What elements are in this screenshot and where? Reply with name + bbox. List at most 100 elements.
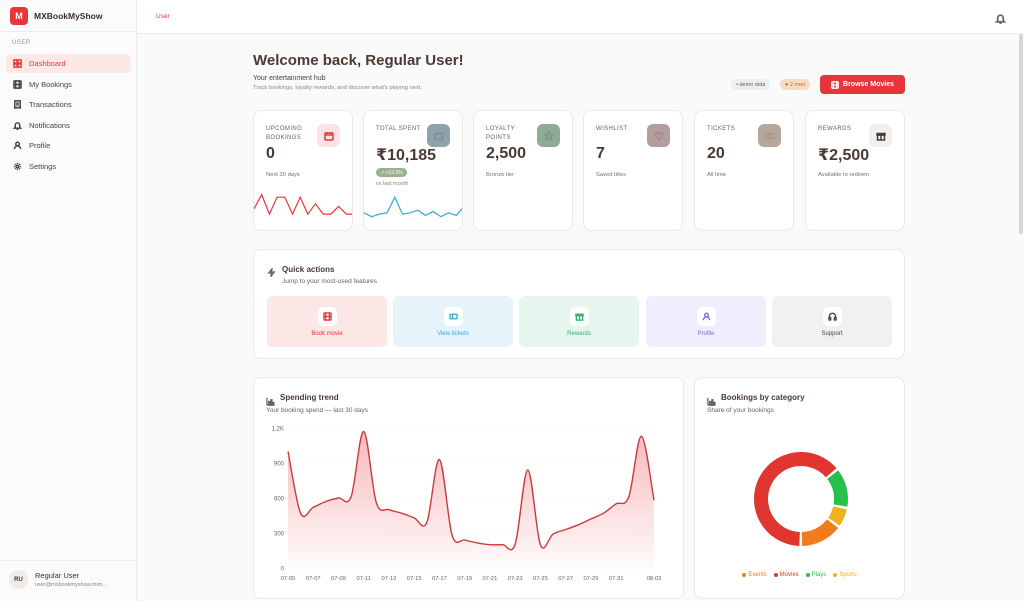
x-tick-label: 07-07 xyxy=(306,576,321,582)
sidebar-item-dashboard[interactable]: Dashboard xyxy=(6,54,131,73)
sparkline-line xyxy=(364,197,463,217)
sidebar-item-my-bookings[interactable]: My Bookings xyxy=(6,75,131,94)
stat-value: 20 xyxy=(707,145,725,162)
notifications-button[interactable] xyxy=(994,11,1007,24)
spending-trend-title: Spending trend xyxy=(280,393,339,402)
stat-label: TOTAL SPENT xyxy=(376,126,421,132)
user-icon xyxy=(13,141,22,150)
headphones-icon xyxy=(822,307,842,326)
scrollbar-thumb[interactable] xyxy=(1019,34,1023,234)
legend-item-events[interactable]: Events xyxy=(742,572,767,578)
wallet-icon xyxy=(427,124,450,147)
legend-label: Movies xyxy=(779,572,799,578)
sparkline xyxy=(364,190,463,220)
legend-dot xyxy=(742,573,747,577)
legend-dot xyxy=(805,573,810,577)
stat-card-rewards[interactable]: REWARDS ₹2,500 Available to redeem xyxy=(805,110,905,231)
stat-value: 2,500 xyxy=(486,145,527,162)
quick-actions-subtitle: Jump to your most-used features xyxy=(282,278,378,285)
bookings-category-title: Bookings by category xyxy=(721,393,805,402)
quick-action-rewards[interactable]: Rewards xyxy=(519,296,639,347)
x-tick-label: 07-09 xyxy=(331,576,346,582)
trend-line xyxy=(287,430,655,551)
gift-icon xyxy=(869,124,892,147)
brand[interactable]: M MXBookMyShow xyxy=(10,7,102,25)
quick-action-profile[interactable]: Profile xyxy=(646,296,766,347)
donut-slice-plays xyxy=(827,470,848,507)
stat-card-total-spent[interactable]: TOTAL SPENT ₹10,185 ↗ +12.5% vs last mon… xyxy=(363,110,463,231)
brand-name: MXBookMyShow xyxy=(34,11,103,21)
x-tick-label: 08-03 xyxy=(647,576,662,582)
sidebar-item-notifications[interactable]: Notifications xyxy=(6,116,131,135)
bar-chart-icon xyxy=(266,393,275,406)
dashboard-icon xyxy=(13,59,22,68)
legend-item-movies[interactable]: Movies xyxy=(773,572,799,578)
y-tick-label: 0 xyxy=(281,567,285,573)
quick-actions-card: Quick actions Jump to your most-used fea… xyxy=(253,249,905,359)
x-tick-label: 07-13 xyxy=(382,576,397,582)
sidebar-nav: Dashboard My Bookings Transactions Notif… xyxy=(6,54,131,177)
x-tick-label: 07-25 xyxy=(533,576,548,582)
stat-value: 0 xyxy=(266,145,275,162)
quick-action-support[interactable]: Support xyxy=(772,296,892,347)
scrollbar[interactable] xyxy=(1018,34,1024,601)
sidebar-item-profile[interactable]: Profile xyxy=(6,136,131,155)
ticket-icon xyxy=(443,307,463,326)
browse-movies-button[interactable]: Browse Movies xyxy=(820,75,905,94)
stat-sub: vs last month xyxy=(376,181,409,187)
sidebar-item-transactions[interactable]: Transactions xyxy=(6,95,131,114)
sidebar: M MXBookMyShow USER Dashboard My Booking… xyxy=(0,0,137,601)
legend-item-plays[interactable]: Plays xyxy=(805,572,827,578)
sidebar-divider xyxy=(0,31,137,32)
x-tick-label: 07-17 xyxy=(432,576,447,582)
x-tick-label: 07-23 xyxy=(508,576,523,582)
stat-card-loyalty-points[interactable]: LOYALTY POINTS 2,500 Bronze tier xyxy=(473,110,573,231)
gear-icon xyxy=(13,162,22,170)
x-tick-label: 07-19 xyxy=(457,576,472,582)
stat-card-tickets[interactable]: TICKETS 20 All time xyxy=(694,110,794,231)
breadcrumb[interactable]: User xyxy=(156,13,170,20)
sidebar-item-label: My Bookings xyxy=(29,79,72,89)
quick-action-label: Book movie xyxy=(311,331,343,337)
stat-sub: Next 30 days xyxy=(266,172,300,178)
calendar-icon xyxy=(317,124,340,147)
quick-action-label: Rewards xyxy=(567,331,591,337)
donut-legend: Events Movies Plays Sports xyxy=(695,572,904,578)
sidebar-item-settings[interactable]: Settings xyxy=(6,157,131,176)
legend-label: Plays xyxy=(811,572,827,578)
demo-data-badge: • demo data xyxy=(731,79,771,90)
y-tick-label: 600 xyxy=(274,497,285,503)
x-tick-label: 07-27 xyxy=(558,576,573,582)
x-tick-label: 07-29 xyxy=(583,576,598,582)
sidebar-user[interactable]: RU Regular User user@mxbookmyshow.mim... xyxy=(9,570,130,589)
y-tick-label: 1.2K xyxy=(272,427,284,433)
bell-icon xyxy=(994,14,1007,24)
bookings-category-card: Bookings by category Share of your booki… xyxy=(694,377,905,599)
donut-slice-sports xyxy=(828,506,847,526)
time-badge: ● 2 mon xyxy=(780,79,811,90)
stat-card-upcoming-bookings[interactable]: UPCOMING BOOKINGS 0 Next 30 days xyxy=(253,110,353,231)
spending-trend-subtitle: Your booking spend — last 30 days xyxy=(266,407,369,414)
bell-icon xyxy=(13,121,22,130)
heart-icon xyxy=(647,124,670,147)
sparkline xyxy=(254,190,353,220)
stat-card-wishlist[interactable]: WISHLIST 7 Saved titles xyxy=(583,110,683,231)
bookings-category-subtitle: Share of your bookings xyxy=(707,407,774,414)
quick-action-book-movie[interactable]: Book movie xyxy=(267,296,387,347)
trend-badge: ↗ +12.5% xyxy=(376,168,407,177)
spending-trend-card: Spending trend Your booking spend — last… xyxy=(253,377,684,599)
lightning-icon xyxy=(267,264,276,279)
page-subtitle: Your entertainment hub xyxy=(253,75,326,82)
y-tick-label: 300 xyxy=(274,532,285,538)
x-tick-label: 07-31 xyxy=(609,576,624,582)
sparkline-line xyxy=(254,195,353,215)
gift-icon xyxy=(569,307,589,326)
legend-label: Events xyxy=(748,572,767,578)
sidebar-item-label: Profile xyxy=(29,141,51,150)
donut-slice-movies xyxy=(754,452,837,546)
stat-value: 7 xyxy=(596,145,605,162)
legend-item-sports[interactable]: Sports xyxy=(833,572,857,578)
receipt-icon xyxy=(14,100,21,109)
star-icon xyxy=(537,124,560,147)
quick-action-view-tickets[interactable]: View tickets xyxy=(393,296,513,347)
